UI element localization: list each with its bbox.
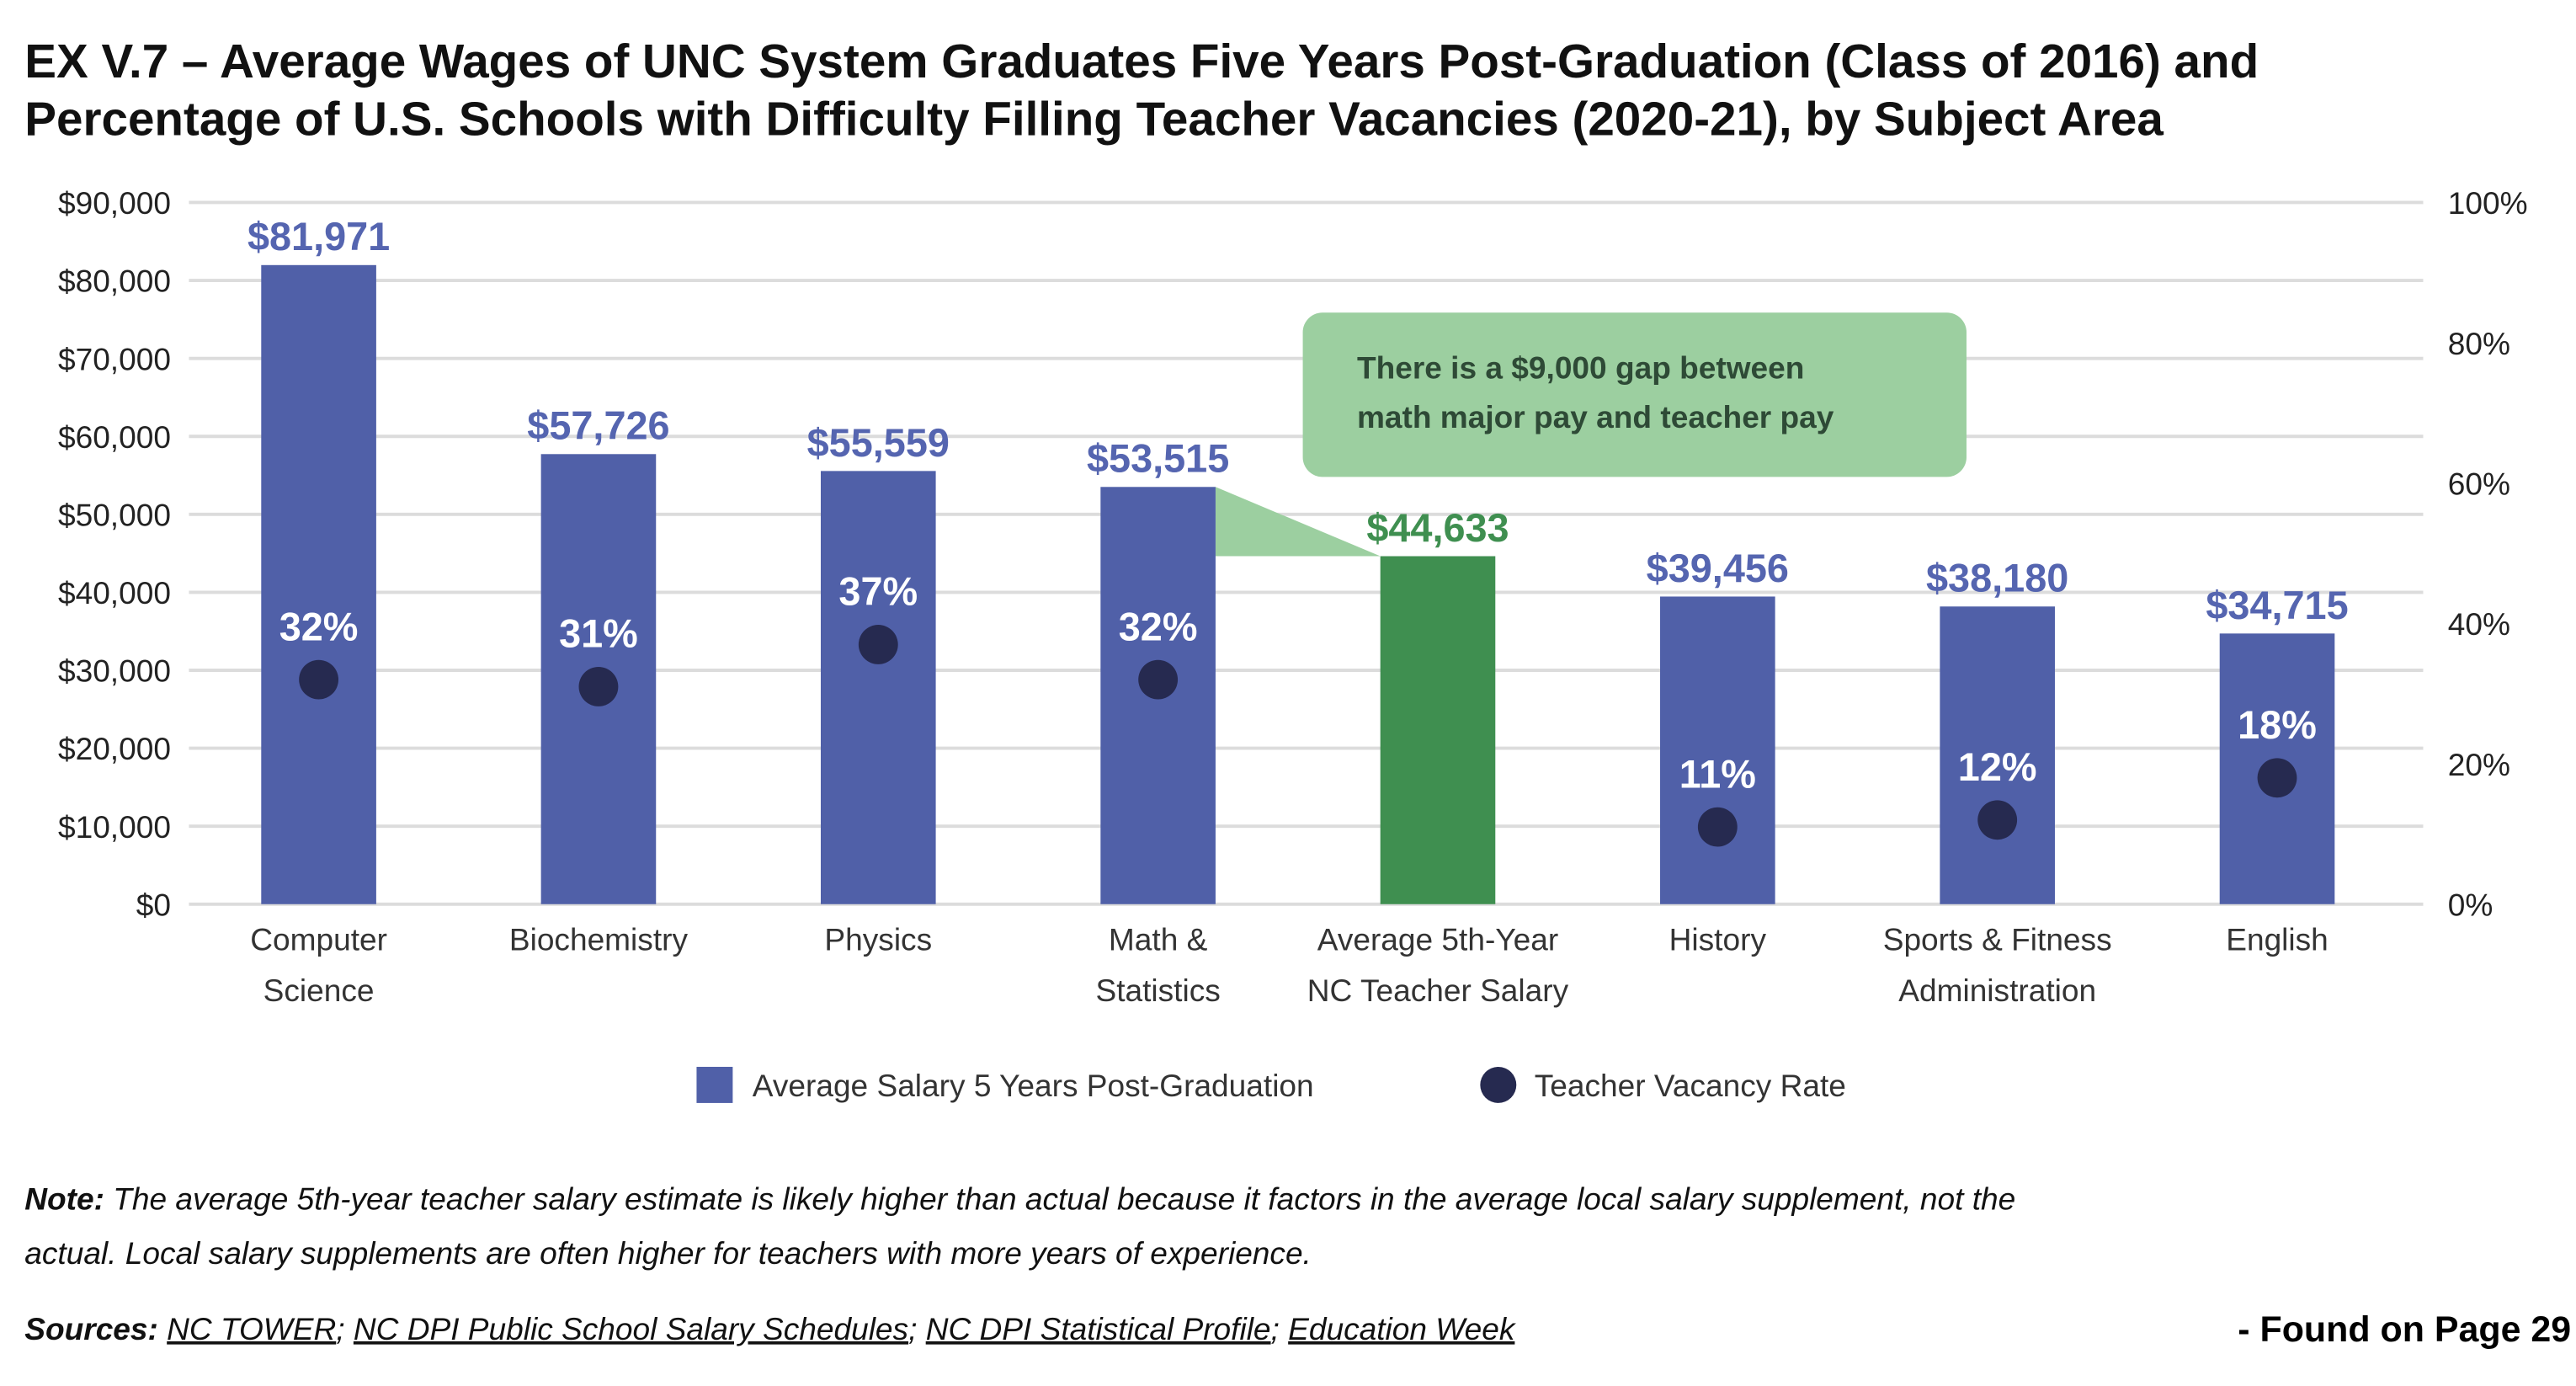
right-tick-label: 80%: [2448, 326, 2510, 361]
bar-value-label: $44,633: [1366, 506, 1509, 550]
bar: [1380, 556, 1496, 904]
bar-value-label: $81,971: [247, 215, 390, 259]
vacancy-point: [578, 667, 619, 706]
right-tick-label: 20%: [2448, 747, 2510, 782]
source-link[interactable]: Education Week: [1288, 1311, 1517, 1346]
category-label: Sports & Fitness: [1883, 921, 2112, 957]
bar-value-label: $53,515: [1087, 437, 1229, 481]
note-line-2: actual. Local salary supplements are oft…: [24, 1235, 1312, 1271]
right-axis: 0% 20% 40% 60% 80% 100%: [2448, 185, 2528, 922]
vacancy-point: [1977, 800, 2018, 840]
source-separator: ;: [1271, 1311, 1289, 1346]
legend-marker-vacancy: [1480, 1066, 1517, 1103]
right-tick-label: 60%: [2448, 466, 2510, 501]
right-tick-label: 0%: [2448, 887, 2494, 922]
category-label: NC Teacher Salary: [1307, 973, 1569, 1008]
left-tick-label: $30,000: [58, 653, 171, 689]
bar: [1940, 606, 2055, 904]
category-label: Computer: [250, 921, 387, 957]
bar-value-label: $39,456: [1647, 546, 1789, 590]
vacancy-label: 11%: [1679, 752, 1756, 796]
vacancy-label: 12%: [1958, 745, 2037, 789]
note-label: Note:: [24, 1181, 104, 1217]
sources-label: Sources:: [24, 1311, 167, 1346]
bars: $81,971 32% $57,726 31% $55,559 37% $53,515 32%…: [247, 215, 2349, 904]
chart-title-line-2: Percentage of U.S. Schools with Difficul…: [24, 92, 2164, 145]
note-line-1: Note: The average 5th-year teacher salar…: [24, 1181, 2015, 1217]
vacancy-label: 37%: [838, 570, 918, 614]
category-label: English: [2226, 921, 2329, 957]
source-link[interactable]: NC DPI Statistical Profile: [926, 1311, 1271, 1346]
chart-title-line-1: EX V.7 – Average Wages of UNC System Gra…: [24, 35, 2259, 88]
category-label: Math &: [1109, 921, 1208, 957]
vacancy-label: 31%: [559, 612, 638, 656]
category-label: Average 5th-Year: [1317, 921, 1558, 957]
annotation-line-1: There is a $9,000 gap between: [1357, 349, 1804, 385]
left-tick-label: $80,000: [58, 264, 171, 299]
left-tick-label: $60,000: [58, 419, 171, 455]
source-separator: ;: [336, 1311, 354, 1346]
left-tick-label: $90,000: [58, 185, 171, 221]
vacancy-point: [299, 659, 339, 700]
left-tick-label: $20,000: [58, 731, 171, 766]
left-tick-label: $10,000: [58, 809, 171, 845]
found-on-page: - Found on Page 29: [2238, 1309, 2571, 1350]
annotation-callout: There is a $9,000 gap between math major…: [1215, 312, 1967, 557]
category-labels: Computer Science Biochemistry Physics Math &…: [250, 921, 2329, 1007]
vacancy-point: [2257, 758, 2297, 798]
bar-value-label: $55,559: [807, 421, 950, 465]
category-label: Science: [263, 973, 375, 1008]
legend-label-vacancy: Teacher Vacancy Rate: [1535, 1068, 1846, 1103]
legend-swatch-salary: [696, 1066, 733, 1103]
vacancy-point: [1697, 807, 1738, 847]
category-label: Biochemistry: [509, 921, 689, 957]
category-label: Physics: [824, 921, 932, 957]
bar: [261, 264, 376, 904]
left-tick-label: $70,000: [58, 341, 171, 376]
source-link[interactable]: NC DPI Public School Salary Schedules: [354, 1311, 908, 1346]
annotation-box: [1302, 312, 1967, 477]
vacancy-label: 32%: [1119, 605, 1198, 648]
bar: [820, 471, 936, 904]
source-separator: ;: [908, 1311, 926, 1346]
left-tick-label: $0: [136, 887, 171, 922]
vacancy-label: 18%: [2238, 703, 2317, 747]
bar-value-label: $57,726: [527, 404, 669, 448]
sources: Sources: NC TOWER; NC DPI Public School …: [24, 1311, 1517, 1346]
category-label: History: [1669, 921, 1767, 957]
source-link[interactable]: NC TOWER: [167, 1311, 336, 1346]
left-tick-label: $40,000: [58, 575, 171, 610]
vacancy-point: [858, 625, 898, 664]
annotation-line-2: math major pay and teacher pay: [1357, 399, 1834, 434]
right-tick-label: 40%: [2448, 606, 2510, 642]
note-text: The average 5th-year teacher salary esti…: [104, 1181, 2015, 1217]
legend: Average Salary 5 Years Post-Graduation T…: [696, 1066, 1846, 1103]
vacancy-point: [1138, 659, 1179, 700]
vacancy-label: 32%: [279, 605, 359, 648]
category-label: Administration: [1898, 973, 2096, 1008]
category-label: Statistics: [1095, 973, 1220, 1008]
left-axis: $0 $10,000 $20,000 $30,000 $40,000 $50,000 $60…: [58, 185, 171, 922]
sources-line: Sources: NC TOWER; NC DPI Public School …: [24, 1311, 1517, 1346]
bar-value-label: $38,180: [1926, 557, 2068, 600]
right-tick-label: 100%: [2448, 185, 2528, 221]
left-tick-label: $50,000: [58, 497, 171, 532]
legend-label-salary: Average Salary 5 Years Post-Graduation: [753, 1068, 1314, 1103]
bar: [1660, 596, 1775, 904]
bar-value-label: $34,715: [2206, 584, 2348, 627]
annotation-connector: [1215, 487, 1381, 557]
